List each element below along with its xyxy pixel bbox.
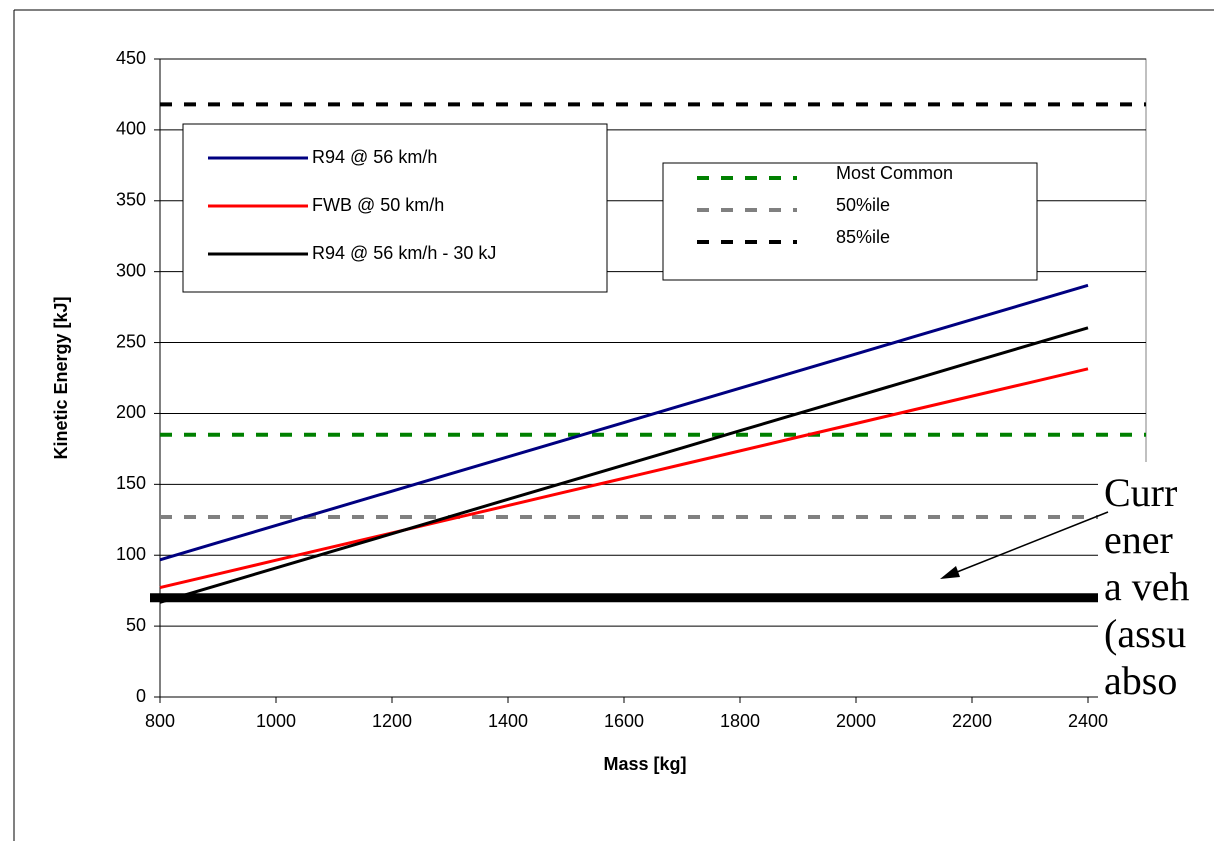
y-tick-label: 250 [116, 331, 146, 351]
legend-label: 50%ile [836, 195, 890, 215]
x-axis-label: Mass [kg] [603, 754, 686, 774]
series-line [159, 283, 1089, 562]
annotation-text: abso [1104, 658, 1177, 703]
y-tick-label: 300 [116, 260, 146, 280]
y-tick-label: 350 [116, 190, 146, 210]
y-tick-label: 150 [116, 473, 146, 493]
annotation-text: a veh [1104, 564, 1190, 609]
y-tick-label: 450 [116, 48, 146, 68]
x-tick-label: 2000 [836, 711, 876, 731]
y-tick-label: 0 [136, 686, 146, 706]
x-tick-label: 1800 [720, 711, 760, 731]
annotation-arrow [951, 511, 1109, 575]
legend-label: Most Common [836, 163, 953, 183]
x-tick-label: 1400 [488, 711, 528, 731]
annotation-arrowhead [940, 566, 960, 579]
y-axis-label: Kinetic Energy [kJ] [51, 296, 71, 459]
legend-box [182, 123, 608, 293]
legend-label: R94 @ 56 km/h - 30 kJ [312, 243, 496, 263]
legend-label: FWB @ 50 km/h [312, 195, 444, 215]
series-line [159, 326, 1089, 604]
annotation-text: Curr [1104, 470, 1177, 515]
legend-label: 85%ile [836, 227, 890, 247]
x-tick-label: 2200 [952, 711, 992, 731]
x-tick-label: 800 [145, 711, 175, 731]
x-tick-label: 2400 [1068, 711, 1108, 731]
y-tick-label: 400 [116, 119, 146, 139]
annotation-text: ener [1104, 517, 1173, 562]
annotation-text: (assu [1104, 611, 1186, 656]
x-tick-label: 1200 [372, 711, 412, 731]
annotation-box [1098, 462, 1214, 712]
x-tick-label: 1600 [604, 711, 644, 731]
legend-box [662, 162, 1038, 281]
y-tick-label: 50 [126, 615, 146, 635]
legend-label: R94 @ 56 km/h [312, 147, 437, 167]
y-tick-label: 200 [116, 402, 146, 422]
x-tick-label: 1000 [256, 711, 296, 731]
series-line [159, 367, 1089, 590]
y-tick-label: 100 [116, 544, 146, 564]
